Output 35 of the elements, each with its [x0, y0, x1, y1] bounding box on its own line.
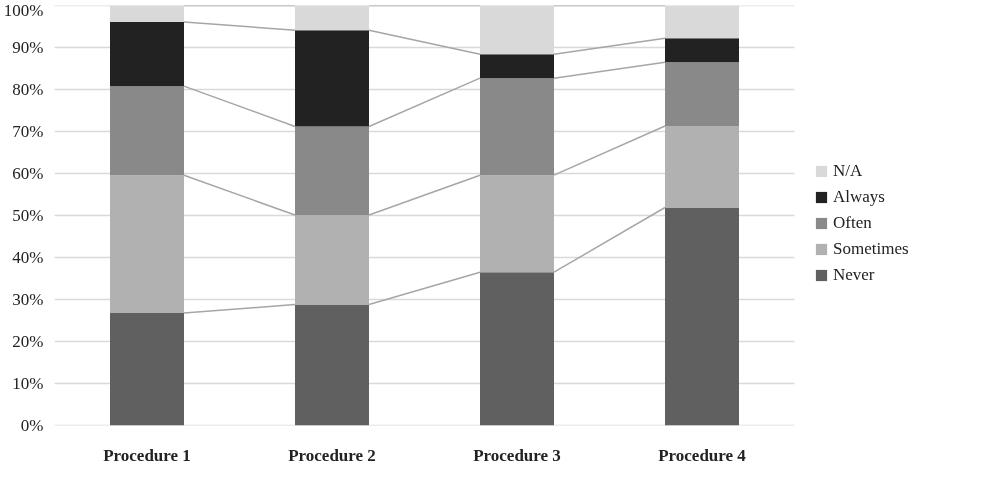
- y-tick-label: 30%: [12, 290, 44, 309]
- legend-label: Never: [833, 265, 875, 285]
- bar: [295, 30, 369, 127]
- bar: [480, 78, 554, 176]
- y-tick-label: 20%: [12, 332, 44, 351]
- bar: [110, 86, 184, 176]
- y-tick-label: 70%: [12, 122, 44, 141]
- y-tick-label: 0%: [20, 416, 44, 435]
- bar: [295, 304, 369, 426]
- bar: [665, 5, 739, 39]
- bar: [110, 21, 184, 87]
- bar: [665, 62, 739, 127]
- bar: [665, 207, 739, 426]
- y-tick-label: 90%: [12, 38, 44, 57]
- y-tick-label: 100%: [3, 0, 44, 20]
- bar: [295, 5, 369, 31]
- y-tick-label: 60%: [12, 164, 44, 183]
- bar: [110, 312, 184, 426]
- x-tick-label: Procedure 4: [658, 445, 747, 465]
- bar: [480, 54, 554, 79]
- legend-label: Often: [833, 213, 872, 233]
- legend-label: N/A: [833, 161, 863, 181]
- x-tick-label: Procedure 2: [288, 445, 376, 465]
- y-tick-label: 40%: [12, 248, 44, 267]
- legend-label: Always: [833, 187, 885, 207]
- x-tick-label: Procedure 3: [473, 445, 561, 465]
- legend-label: Sometimes: [833, 239, 909, 259]
- bar: [110, 5, 184, 22]
- y-tick-label: 80%: [12, 80, 44, 99]
- y-tick-label: 10%: [12, 374, 44, 393]
- x-tick-label: Procedure 1: [103, 445, 191, 465]
- bar: [665, 38, 739, 63]
- bar: [480, 272, 554, 426]
- bar: [295, 126, 369, 216]
- y-tick-label: 50%: [12, 206, 44, 225]
